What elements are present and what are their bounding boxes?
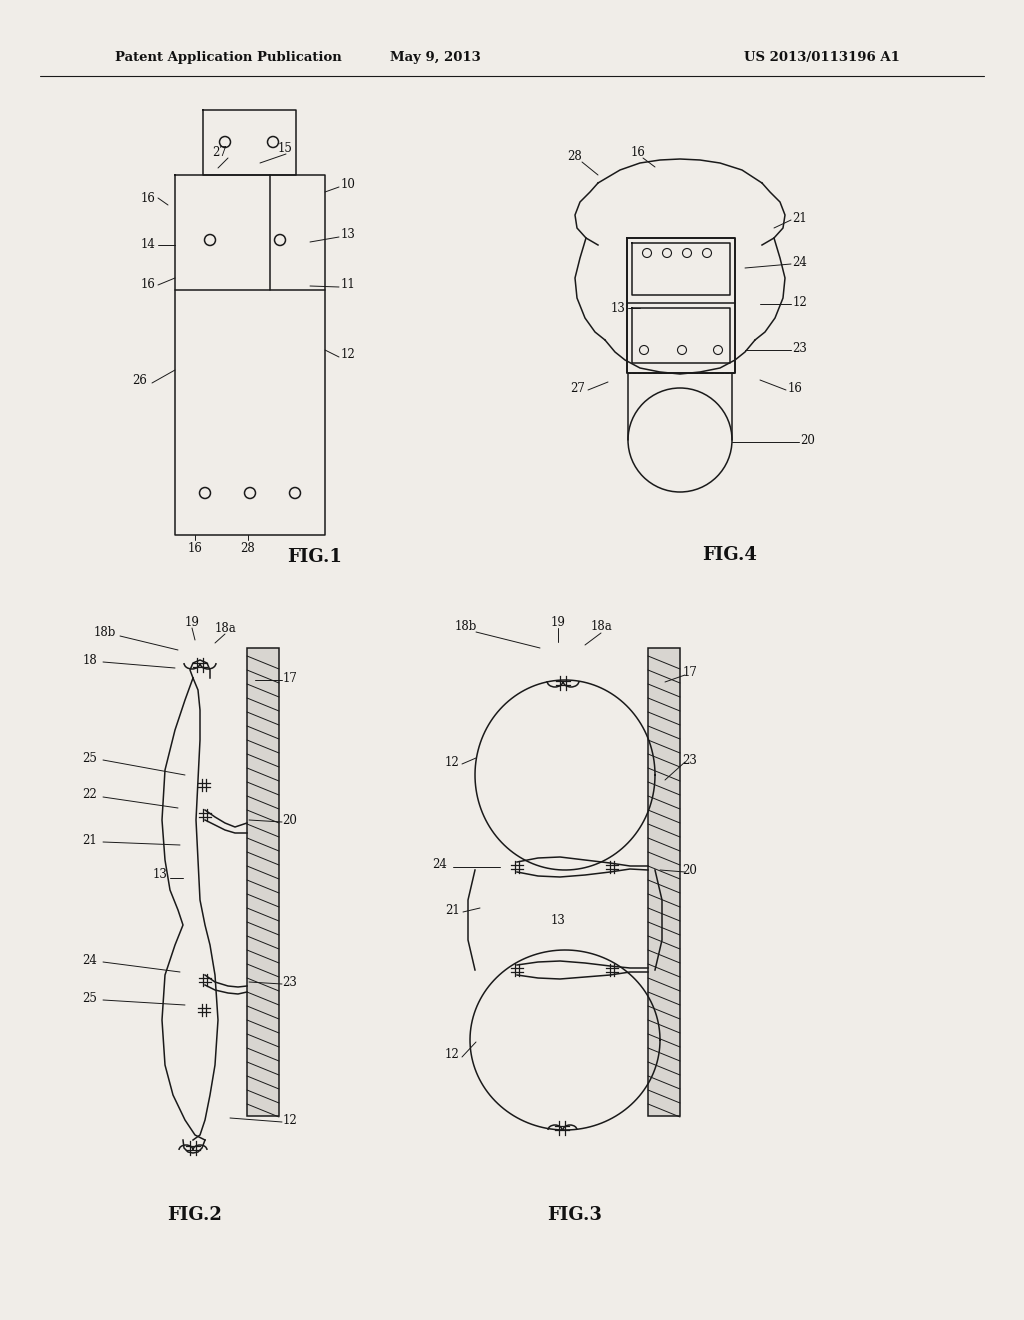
Text: 16: 16 (631, 145, 645, 158)
Text: 20: 20 (283, 813, 297, 826)
Text: 11: 11 (341, 279, 355, 292)
Text: 19: 19 (551, 615, 565, 628)
Text: 21: 21 (793, 211, 807, 224)
Text: 24: 24 (793, 256, 808, 268)
Bar (247, 648, 279, 1115)
Text: 27: 27 (570, 381, 586, 395)
Text: 24: 24 (432, 858, 447, 871)
Text: 16: 16 (187, 541, 203, 554)
Text: 12: 12 (341, 348, 355, 362)
Text: 21: 21 (83, 833, 97, 846)
Text: 12: 12 (444, 1048, 460, 1061)
Text: 23: 23 (793, 342, 808, 355)
Text: 23: 23 (283, 975, 297, 989)
Text: 13: 13 (551, 913, 565, 927)
Text: 19: 19 (184, 615, 200, 628)
Text: 17: 17 (683, 665, 697, 678)
Text: 18b: 18b (455, 620, 477, 634)
Text: 27: 27 (213, 147, 227, 160)
Text: 22: 22 (83, 788, 97, 801)
Text: FIG.2: FIG.2 (168, 1206, 222, 1224)
Text: 18a: 18a (214, 622, 236, 635)
Text: 18b: 18b (94, 627, 116, 639)
Text: FIG.4: FIG.4 (702, 546, 758, 564)
Text: 25: 25 (83, 751, 97, 764)
Text: US 2013/0113196 A1: US 2013/0113196 A1 (744, 51, 900, 65)
Text: 14: 14 (140, 239, 156, 252)
Text: 13: 13 (341, 228, 355, 242)
Text: May 9, 2013: May 9, 2013 (389, 51, 480, 65)
Text: 12: 12 (283, 1114, 297, 1126)
Bar (648, 648, 680, 1115)
Text: Patent Application Publication: Patent Application Publication (115, 51, 342, 65)
Text: 16: 16 (140, 279, 156, 292)
Text: 26: 26 (132, 374, 147, 387)
Text: FIG.1: FIG.1 (288, 548, 342, 566)
Text: 28: 28 (567, 150, 583, 164)
Text: 24: 24 (83, 953, 97, 966)
Text: 18a: 18a (590, 620, 612, 634)
Text: 12: 12 (793, 296, 807, 309)
Text: 16: 16 (787, 381, 803, 395)
Text: 20: 20 (683, 863, 697, 876)
Text: 10: 10 (341, 178, 355, 191)
Text: 20: 20 (801, 433, 815, 446)
Text: 17: 17 (283, 672, 297, 685)
Text: 15: 15 (278, 141, 293, 154)
Text: 18: 18 (83, 653, 97, 667)
Text: 16: 16 (140, 191, 156, 205)
Text: 13: 13 (610, 301, 626, 314)
Text: 23: 23 (683, 754, 697, 767)
Text: 25: 25 (83, 991, 97, 1005)
Text: FIG.3: FIG.3 (548, 1206, 602, 1224)
Text: 28: 28 (241, 541, 255, 554)
Text: 21: 21 (445, 903, 461, 916)
Text: 12: 12 (444, 755, 460, 768)
Text: 13: 13 (153, 869, 168, 882)
